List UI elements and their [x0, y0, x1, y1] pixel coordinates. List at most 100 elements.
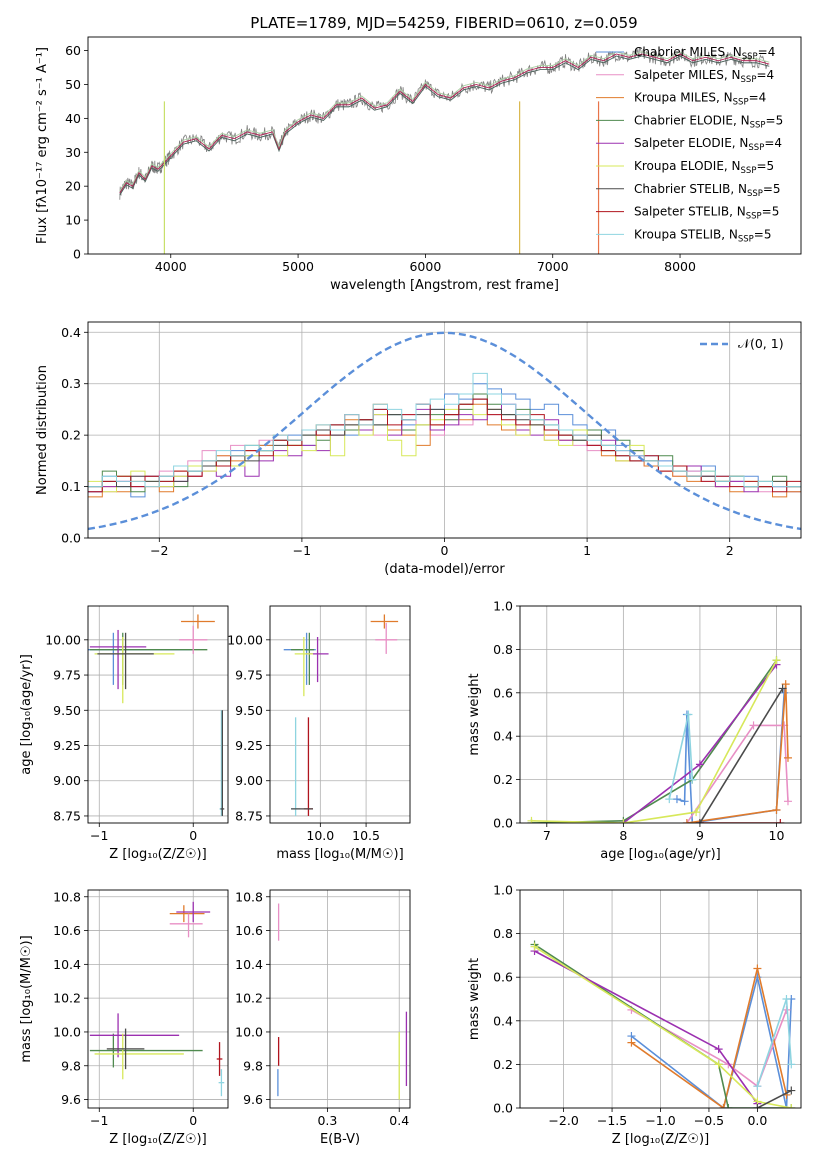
axes-age-vs-z: −1 0 8.75 9.00 9.25 9.50 9.75 10.00 Z [log₁₀(Z/Z…	[19, 606, 228, 862]
legend-entry: Kroupa STELIB, NSSP=5	[634, 227, 772, 244]
y-tick-label: 0.2	[493, 1057, 513, 1072]
weight-series-line	[630, 968, 788, 1108]
model-spectrum-line	[119, 51, 770, 192]
x-tick-label: 5000	[282, 259, 314, 274]
weight-marker	[672, 795, 681, 804]
error-bar-point	[303, 717, 314, 816]
x-tick-label: 1	[583, 543, 591, 558]
y-axis-label: mass weight	[467, 958, 482, 1040]
y-axis-label: age [log₁₀(age/yr)]	[19, 654, 34, 775]
x-tick-label: 7000	[537, 259, 569, 274]
weight-marker	[714, 1060, 723, 1069]
y-tick-label: 0.4	[61, 325, 81, 340]
y-tick-label: 0.2	[61, 428, 81, 443]
weight-marker	[787, 1104, 796, 1108]
weight-series-line	[531, 659, 778, 823]
y-tick-label: 0.0	[493, 816, 513, 831]
weight-marker	[787, 1060, 796, 1069]
weight-marker	[719, 1104, 728, 1108]
y-tick-label: 10.4	[235, 957, 263, 972]
legend-entry: 𝒩(0, 1)	[738, 336, 784, 351]
y-tick-label: 9.50	[53, 703, 81, 718]
weight-series-line	[534, 950, 759, 1105]
weight-marker	[527, 816, 536, 823]
x-tick-label: −1	[90, 1113, 108, 1128]
weight-marker	[724, 1104, 733, 1108]
y-tick-label: 0.6	[493, 970, 513, 985]
error-bar-point	[89, 632, 208, 685]
x-axis-label: Z [log₁₀(Z/Z☉)]	[109, 847, 206, 862]
error-bar-point	[218, 1069, 225, 1097]
axes-frame	[87, 321, 802, 539]
y-tick-label: 40	[65, 111, 81, 126]
y-tick-label: 10.2	[235, 991, 263, 1006]
x-axis-label: wavelength [Angstrom, rest frame]	[330, 278, 559, 293]
figure-title: PLATE=1789, MJD=54259, FIBERID=0610, z=0…	[250, 14, 637, 32]
legend-entry: Kroupa ELODIE, NSSP=5	[634, 159, 774, 176]
y-tick-label: 10	[65, 213, 81, 228]
axes-frame	[269, 889, 411, 1109]
weight-marker	[695, 760, 704, 769]
y-tick-label: 0.8	[493, 926, 513, 941]
x-tick-label: 0	[441, 543, 449, 558]
weight-marker	[680, 797, 689, 806]
error-bar-point	[179, 625, 208, 654]
error-bar-point	[283, 632, 316, 685]
weight-marker	[783, 797, 792, 806]
gaussian-curve	[88, 331, 801, 531]
y-tick-label: 9.25	[53, 738, 81, 753]
x-tick-label: 0.4	[389, 1113, 409, 1128]
x-axis-label: Z [log₁₀(Z/Z☉)]	[109, 1132, 206, 1147]
y-tick-label: 0.2	[493, 772, 513, 787]
y-tick-label: 10.2	[53, 991, 81, 1006]
y-axis-label: Normed distribution	[35, 365, 50, 495]
weight-marker	[783, 753, 792, 762]
x-tick-label: 0	[189, 1113, 197, 1128]
y-tick-label: 0	[73, 247, 81, 262]
error-bar-point	[169, 913, 203, 938]
model-spectrum-line	[119, 55, 770, 196]
y-tick-label: 8.75	[235, 808, 263, 823]
y-tick-label: 0.0	[61, 531, 81, 546]
plot-mass-weight-vs-age	[527, 656, 792, 823]
x-tick-label: 10	[769, 828, 785, 843]
x-tick-label: 0.0	[747, 1113, 767, 1128]
legend-subscript: SSP	[733, 98, 749, 108]
weight-series-line	[757, 1089, 792, 1108]
y-tick-label: 9.00	[235, 773, 263, 788]
x-tick-label: 0.3	[317, 1113, 337, 1128]
y-tick-label: 10.6	[53, 923, 81, 938]
x-tick-label: 4000	[155, 259, 187, 274]
weight-marker	[781, 680, 790, 689]
x-axis-label: Z [log₁₀(Z/Z☉)]	[612, 1132, 709, 1147]
weight-marker	[776, 819, 785, 823]
y-tick-label: 0.0	[493, 1101, 513, 1116]
y-tick-label: 0.8	[493, 642, 513, 657]
x-tick-label: 10.5	[352, 828, 380, 843]
weight-series-line	[631, 1009, 788, 1088]
y-tick-label: 10.8	[53, 889, 81, 904]
y-tick-label: 0.6	[493, 685, 513, 700]
weight-marker	[695, 819, 704, 823]
plot-age-vs-z	[88, 614, 225, 816]
x-tick-label: −1.5	[597, 1113, 627, 1128]
data-spectrum-line	[119, 47, 769, 200]
weight-marker	[688, 775, 697, 784]
axes-frame	[519, 605, 802, 824]
weight-marker	[749, 721, 758, 730]
legend-entry: Salpeter STELIB, NSSP=5	[634, 205, 779, 222]
plot-residuals	[88, 331, 801, 531]
weight-marker	[753, 1104, 762, 1108]
model-spectrum-line	[119, 53, 770, 194]
legend-suffix: =4	[758, 45, 776, 59]
plot-mass-vs-ebv	[277, 903, 408, 1100]
x-tick-label: −0.5	[694, 1113, 724, 1128]
weight-series-line	[534, 946, 792, 1108]
axes-frame	[87, 36, 802, 255]
error-bar-point	[294, 637, 314, 697]
axes-residuals: −2 −1 0 1 2 0.0 0.1 0.2 0.3 0.4 (data-model)/error…	[35, 322, 801, 577]
y-tick-label: 0.1	[61, 479, 81, 494]
weight-marker	[753, 1082, 762, 1091]
legend-subscript: SSP	[750, 120, 766, 130]
axes-mass-vs-z: −1 0 9.6 9.8 10.0 10.2 10.4 10.6 10.8 Z [log₁₀(Z/…	[19, 889, 228, 1147]
